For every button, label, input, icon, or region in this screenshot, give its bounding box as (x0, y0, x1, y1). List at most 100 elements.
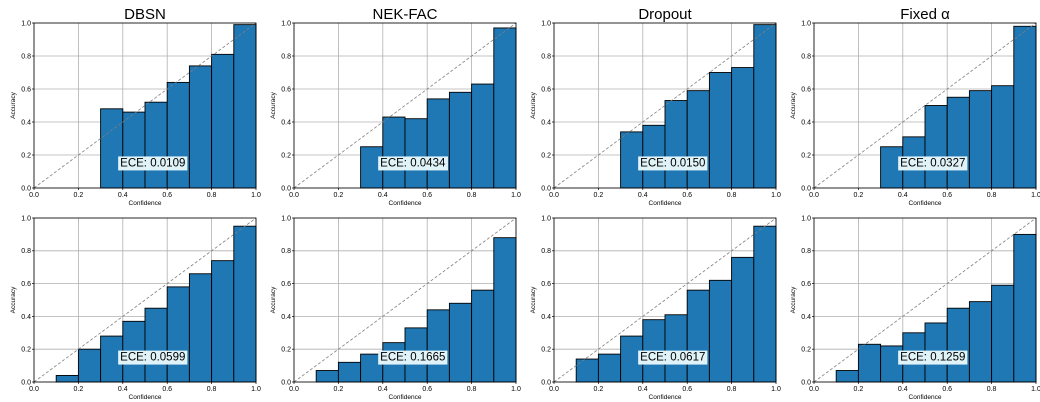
x-axis-label: Confidence (909, 200, 942, 207)
axes-frame (33, 22, 257, 189)
y-tick-label: 1.0 (21, 215, 31, 222)
y-tick-label: 1.0 (281, 215, 291, 222)
x-tick-label: 0.2 (74, 386, 84, 393)
accuracy-bar (946, 96, 970, 189)
ece-annotation: ECE: 0.0434 (380, 157, 446, 169)
y-tick-label: 1.0 (541, 215, 551, 222)
x-tick-label: 1.0 (1031, 192, 1040, 199)
accuracy-bar (493, 27, 517, 189)
perfect-calibration-line (293, 22, 517, 189)
ece-annotation-box (898, 350, 968, 365)
x-tick-label: 0.0 (809, 386, 819, 393)
y-tick-label: 0.6 (801, 86, 811, 93)
x-tick-label: 0.4 (118, 192, 128, 199)
accuracy-bar (448, 302, 473, 383)
axes-frame (553, 217, 777, 383)
chart-title: Dropout (638, 6, 692, 23)
accuracy-bar (857, 343, 882, 383)
y-tick-label: 0.0 (541, 379, 551, 386)
x-axis-label: Confidence (129, 200, 162, 207)
ece-annotation-box (638, 350, 708, 365)
y-tick-label: 0.4 (281, 314, 291, 321)
accuracy-bar (708, 72, 733, 189)
y-tick-label: 0.2 (801, 347, 811, 354)
ece-annotation: ECE: 0.1665 (380, 352, 445, 364)
accuracy-bar (968, 301, 993, 383)
y-tick-label: 0.0 (21, 185, 31, 192)
y-axis-label: Accuracy (270, 286, 277, 313)
accuracy-bar (708, 279, 733, 383)
accuracy-bar (664, 314, 688, 383)
axes-frame (33, 217, 257, 383)
y-tick-label: 0.8 (541, 248, 551, 255)
y-tick-label: 0.2 (21, 347, 31, 354)
accuracy-bar (122, 111, 146, 189)
x-tick-label: 1.0 (771, 192, 781, 199)
perfect-calibration-line (813, 22, 1037, 189)
y-tick-label: 0.2 (541, 152, 551, 159)
x-tick-label: 0.2 (594, 192, 604, 199)
x-tick-label: 0.2 (334, 192, 344, 199)
x-tick-label: 0.8 (467, 192, 477, 199)
x-tick-label: 0.0 (29, 386, 39, 393)
x-tick-label: 0.4 (638, 192, 648, 199)
accuracy-bar (211, 53, 235, 189)
x-tick-label: 0.6 (942, 386, 952, 393)
perfect-calibration-line (553, 22, 777, 189)
ece-annotation-box (898, 156, 968, 171)
accuracy-bar (686, 289, 710, 383)
axes-frame (813, 217, 1037, 383)
accuracy-bar (731, 67, 755, 189)
x-tick-label: 0.6 (422, 192, 432, 199)
accuracy-bar (448, 91, 473, 189)
x-axis-label: Confidence (909, 394, 942, 401)
axes-frame (553, 22, 777, 189)
accuracy-bar (991, 284, 1015, 383)
ece-annotation: ECE: 0.0109 (120, 157, 185, 169)
x-tick-label: 0.2 (854, 192, 864, 199)
accuracy-bar (337, 361, 362, 383)
y-tick-label: 0.2 (281, 347, 291, 354)
y-axis-label: Accuracy (790, 286, 797, 313)
x-tick-label: 0.6 (942, 192, 952, 199)
accuracy-bar (233, 225, 257, 383)
y-tick-label: 0.6 (21, 281, 31, 288)
accuracy-bar (55, 374, 79, 383)
y-tick-label: 0.0 (281, 379, 291, 386)
x-tick-label: 0.4 (378, 386, 388, 393)
axes-frame (293, 217, 517, 383)
x-tick-label: 0.8 (727, 386, 737, 393)
ece-annotation-box (378, 350, 448, 365)
accuracy-bar (471, 289, 495, 383)
x-tick-label: 0.6 (162, 386, 172, 393)
perfect-calibration-line (33, 217, 257, 383)
y-tick-label: 0.4 (801, 119, 811, 126)
x-axis-label: Confidence (129, 394, 162, 401)
x-tick-label: 1.0 (771, 386, 781, 393)
calibration-panel-3: 0.0 0.2 0.4 0.6 0.8 1.0 0.0 0.2 0.4 0.6 0.8 1.0 Conf… (530, 6, 781, 207)
x-tick-label: 0.6 (162, 192, 172, 199)
calibration-panel-5: 0.0 0.2 0.4 0.6 0.8 1.0 0.0 0.2 0.4 0.6 0.8 1.0 Conf… (10, 215, 261, 401)
x-tick-label: 0.8 (987, 192, 997, 199)
accuracy-bar (968, 90, 993, 189)
calibration-panel-6: 0.0 0.2 0.4 0.6 0.8 1.0 0.0 0.2 0.4 0.6 0.8 1.0 Conf… (270, 215, 521, 401)
ece-annotation: ECE: 0.0617 (640, 352, 705, 364)
y-tick-label: 0.6 (541, 86, 551, 93)
y-tick-label: 0.8 (21, 248, 31, 255)
axes-frame (293, 22, 517, 189)
y-tick-label: 0.0 (281, 185, 291, 192)
accuracy-bar (426, 309, 450, 383)
y-tick-label: 0.2 (541, 347, 551, 354)
y-tick-label: 0.6 (21, 86, 31, 93)
x-tick-label: 0.6 (682, 192, 692, 199)
accuracy-bar (382, 116, 406, 189)
x-tick-label: 0.4 (898, 386, 908, 393)
y-tick-label: 0.4 (281, 119, 291, 126)
y-tick-label: 0.4 (21, 119, 31, 126)
calibration-panel-4: 0.0 0.2 0.4 0.6 0.8 1.0 0.0 0.2 0.4 0.6 0.8 1.0 Conf… (790, 6, 1040, 207)
ece-annotation: ECE: 0.0150 (640, 157, 705, 169)
x-tick-label: 0.4 (898, 192, 908, 199)
y-tick-label: 0.4 (541, 314, 551, 321)
y-tick-label: 0.6 (281, 281, 291, 288)
